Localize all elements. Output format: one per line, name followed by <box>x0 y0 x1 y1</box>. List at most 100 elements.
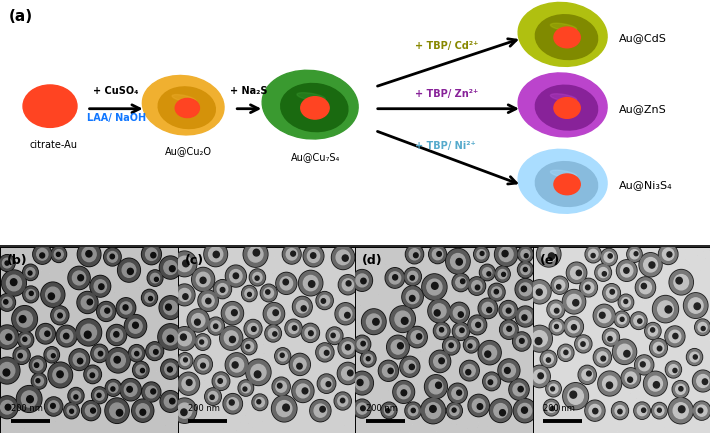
Circle shape <box>42 283 64 306</box>
Circle shape <box>241 338 257 355</box>
Text: (e): (e) <box>540 254 560 267</box>
Circle shape <box>151 252 155 258</box>
Circle shape <box>320 407 325 412</box>
Ellipse shape <box>162 90 213 126</box>
Ellipse shape <box>175 99 203 120</box>
Circle shape <box>694 371 710 391</box>
Circle shape <box>56 325 77 347</box>
Circle shape <box>606 382 613 388</box>
Circle shape <box>481 265 494 280</box>
Circle shape <box>564 384 588 409</box>
Circle shape <box>679 387 683 391</box>
Circle shape <box>242 339 256 354</box>
Circle shape <box>501 321 517 338</box>
Circle shape <box>628 247 641 262</box>
Ellipse shape <box>565 183 572 188</box>
Circle shape <box>420 397 446 424</box>
Circle shape <box>593 408 598 414</box>
Circle shape <box>252 394 268 410</box>
Ellipse shape <box>543 91 589 123</box>
Ellipse shape <box>540 88 595 128</box>
Ellipse shape <box>543 91 592 126</box>
Circle shape <box>222 303 243 324</box>
Text: citrate-Au: citrate-Au <box>29 140 77 150</box>
Circle shape <box>460 328 464 333</box>
Circle shape <box>165 304 171 310</box>
Circle shape <box>192 268 214 291</box>
Circle shape <box>468 277 486 295</box>
Circle shape <box>73 353 85 366</box>
Ellipse shape <box>552 173 582 195</box>
Circle shape <box>692 370 710 392</box>
Circle shape <box>673 368 677 372</box>
Ellipse shape <box>547 170 585 197</box>
Circle shape <box>356 376 368 390</box>
Circle shape <box>489 284 504 300</box>
Circle shape <box>273 396 296 421</box>
Circle shape <box>479 299 497 318</box>
Circle shape <box>2 297 12 307</box>
Ellipse shape <box>301 97 329 119</box>
Ellipse shape <box>170 96 206 122</box>
Ellipse shape <box>535 162 598 207</box>
Ellipse shape <box>165 92 207 123</box>
Circle shape <box>342 342 354 354</box>
Circle shape <box>483 346 496 360</box>
Circle shape <box>160 257 180 278</box>
Ellipse shape <box>558 177 577 192</box>
Circle shape <box>606 332 616 343</box>
Ellipse shape <box>307 102 324 115</box>
Circle shape <box>84 331 91 338</box>
Circle shape <box>404 268 421 286</box>
Ellipse shape <box>563 34 577 45</box>
Circle shape <box>206 389 220 404</box>
Circle shape <box>673 333 678 339</box>
Circle shape <box>0 294 15 310</box>
Circle shape <box>653 381 660 388</box>
Circle shape <box>111 387 115 391</box>
Ellipse shape <box>549 25 587 52</box>
Ellipse shape <box>554 97 580 118</box>
Circle shape <box>81 296 94 309</box>
Circle shape <box>547 300 564 319</box>
Circle shape <box>640 281 651 294</box>
Ellipse shape <box>540 17 595 58</box>
Circle shape <box>386 268 404 287</box>
Circle shape <box>204 388 222 405</box>
Circle shape <box>406 246 422 263</box>
Circle shape <box>477 404 483 409</box>
Circle shape <box>127 387 132 392</box>
Circle shape <box>652 404 666 418</box>
Circle shape <box>432 249 443 260</box>
Circle shape <box>628 377 633 382</box>
Circle shape <box>432 304 446 318</box>
Circle shape <box>429 300 449 322</box>
Ellipse shape <box>264 72 356 138</box>
Circle shape <box>458 312 464 317</box>
Circle shape <box>456 259 462 265</box>
Ellipse shape <box>287 88 339 126</box>
Circle shape <box>17 311 33 327</box>
Circle shape <box>494 404 508 418</box>
Circle shape <box>0 397 17 418</box>
Circle shape <box>619 295 633 310</box>
Circle shape <box>160 391 180 412</box>
Circle shape <box>361 351 376 367</box>
Circle shape <box>339 339 357 357</box>
Ellipse shape <box>173 97 204 121</box>
Circle shape <box>146 248 158 260</box>
Text: (c): (c) <box>185 254 204 267</box>
Ellipse shape <box>160 88 211 126</box>
Circle shape <box>353 399 371 418</box>
Circle shape <box>114 332 119 337</box>
Circle shape <box>518 386 523 392</box>
Circle shape <box>268 307 280 320</box>
Circle shape <box>124 383 137 396</box>
Circle shape <box>5 404 11 410</box>
Circle shape <box>18 332 33 347</box>
Circle shape <box>442 337 460 355</box>
Circle shape <box>136 404 149 417</box>
Ellipse shape <box>310 105 326 116</box>
Circle shape <box>120 302 132 314</box>
Ellipse shape <box>527 155 601 209</box>
